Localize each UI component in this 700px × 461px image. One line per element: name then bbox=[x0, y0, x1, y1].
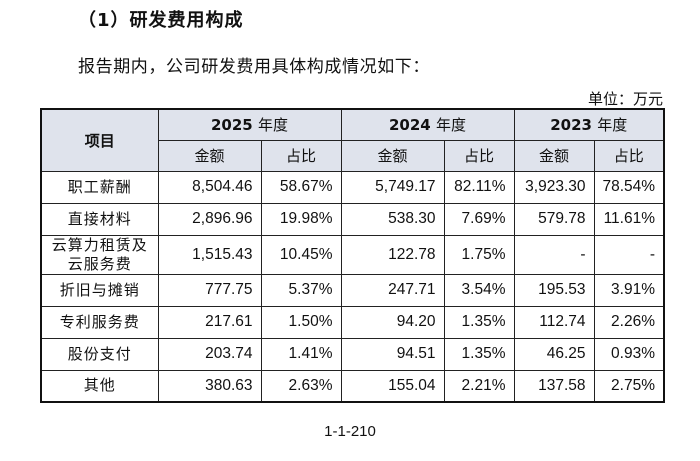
cell-amount-2024: 155.04 bbox=[340, 369, 445, 403]
amount-header: 金额 bbox=[340, 139, 445, 172]
cell-amount-2025: 217.61 bbox=[157, 305, 262, 339]
cell-share-2024: 82.11% bbox=[443, 170, 515, 204]
unit-label: 单位：万元 bbox=[587, 90, 663, 108]
row-label: 其他 bbox=[40, 369, 159, 403]
cell-amount-2025: 203.74 bbox=[157, 337, 262, 371]
intro-paragraph: 报告期内，公司研发费用具体构成情况如下： bbox=[78, 57, 430, 77]
share-header: 占比 bbox=[443, 139, 515, 172]
cell-amount-2024: 538.30 bbox=[340, 202, 445, 236]
cell-amount-2025: 8,504.46 bbox=[157, 170, 262, 204]
rd-expense-table: 项目 2025 年度 2024 年度 2023 年度 金额 占比 金额 占比 金… bbox=[40, 108, 665, 403]
cell-amount-2024: 247.71 bbox=[340, 273, 445, 307]
row-label: 专利服务费 bbox=[40, 305, 159, 339]
cell-amount-2024: 122.78 bbox=[340, 234, 445, 275]
share-header: 占比 bbox=[593, 139, 665, 172]
table-row: 专利服务费 217.61 1.50% 94.20 1.35% 112.74 2.… bbox=[40, 305, 665, 339]
cell-share-2024: 2.21% bbox=[443, 369, 515, 403]
cell-share-2025: 10.45% bbox=[260, 234, 342, 275]
table-row: 股份支付 203.74 1.41% 94.51 1.35% 46.25 0.93… bbox=[40, 337, 665, 371]
amount-header: 金额 bbox=[157, 139, 262, 172]
year-label: 2025 bbox=[211, 116, 253, 135]
year-header-2024: 2024 年度 bbox=[340, 108, 515, 141]
cell-share-2023: 2.75% bbox=[593, 369, 665, 403]
row-label: 折旧与摊销 bbox=[40, 273, 159, 307]
year-header-2023: 2023 年度 bbox=[513, 108, 665, 141]
cell-amount-2023: 137.58 bbox=[513, 369, 595, 403]
table-row: 云算力租赁及云服务费 1,515.43 10.45% 122.78 1.75% … bbox=[40, 234, 665, 275]
cell-share-2024: 3.54% bbox=[443, 273, 515, 307]
cell-share-2024: 1.35% bbox=[443, 305, 515, 339]
item-column-header: 项目 bbox=[40, 108, 159, 172]
row-label: 直接材料 bbox=[40, 202, 159, 236]
share-header: 占比 bbox=[260, 139, 342, 172]
section-heading: （1）研发费用构成 bbox=[78, 10, 244, 31]
cell-share-2023: 78.54% bbox=[593, 170, 665, 204]
cell-amount-2024: 94.20 bbox=[340, 305, 445, 339]
table-row: 折旧与摊销 777.75 5.37% 247.71 3.54% 195.53 3… bbox=[40, 273, 665, 307]
cell-share-2023: 0.93% bbox=[593, 337, 665, 371]
year-header-2025: 2025 年度 bbox=[157, 108, 342, 141]
cell-amount-2023: - bbox=[513, 234, 595, 275]
cell-share-2025: 1.41% bbox=[260, 337, 342, 371]
year-suffix: 年度 bbox=[597, 116, 628, 135]
cell-amount-2023: 195.53 bbox=[513, 273, 595, 307]
cell-amount-2025: 1,515.43 bbox=[157, 234, 262, 275]
cell-share-2025: 1.50% bbox=[260, 305, 342, 339]
cell-share-2023: - bbox=[593, 234, 665, 275]
cell-share-2024: 1.75% bbox=[443, 234, 515, 275]
row-label: 股份支付 bbox=[40, 337, 159, 371]
cell-share-2023: 2.26% bbox=[593, 305, 665, 339]
table-row: 其他 380.63 2.63% 155.04 2.21% 137.58 2.75… bbox=[40, 369, 665, 403]
page-number: 1-1-210 bbox=[324, 423, 376, 440]
cell-amount-2025: 380.63 bbox=[157, 369, 262, 403]
cell-share-2025: 2.63% bbox=[260, 369, 342, 403]
cell-amount-2023: 46.25 bbox=[513, 337, 595, 371]
cell-amount-2024: 94.51 bbox=[340, 337, 445, 371]
year-suffix: 年度 bbox=[257, 116, 288, 135]
cell-amount-2024: 5,749.17 bbox=[340, 170, 445, 204]
year-label: 2023 bbox=[550, 116, 592, 135]
cell-amount-2023: 579.78 bbox=[513, 202, 595, 236]
cell-share-2023: 3.91% bbox=[593, 273, 665, 307]
amount-header: 金额 bbox=[513, 139, 595, 172]
table-row: 职工薪酬 8,504.46 58.67% 5,749.17 82.11% 3,9… bbox=[40, 170, 665, 204]
row-label: 云算力租赁及云服务费 bbox=[40, 234, 159, 275]
cell-amount-2023: 112.74 bbox=[513, 305, 595, 339]
cell-share-2023: 11.61% bbox=[593, 202, 665, 236]
cell-share-2024: 7.69% bbox=[443, 202, 515, 236]
cell-share-2025: 19.98% bbox=[260, 202, 342, 236]
year-label: 2024 bbox=[389, 116, 431, 135]
cell-share-2024: 1.35% bbox=[443, 337, 515, 371]
cell-amount-2025: 2,896.96 bbox=[157, 202, 262, 236]
year-header-row: 项目 2025 年度 2024 年度 2023 年度 bbox=[40, 108, 665, 172]
cell-share-2025: 58.67% bbox=[260, 170, 342, 204]
cell-amount-2023: 3,923.30 bbox=[513, 170, 595, 204]
row-label: 职工薪酬 bbox=[40, 170, 159, 204]
sub-header-row: 金额 占比 金额 占比 金额 占比 bbox=[41, 139, 665, 172]
cell-share-2025: 5.37% bbox=[260, 273, 342, 307]
year-suffix: 年度 bbox=[435, 116, 466, 135]
table-row: 直接材料 2,896.96 19.98% 538.30 7.69% 579.78… bbox=[40, 202, 665, 236]
cell-amount-2025: 777.75 bbox=[157, 273, 262, 307]
